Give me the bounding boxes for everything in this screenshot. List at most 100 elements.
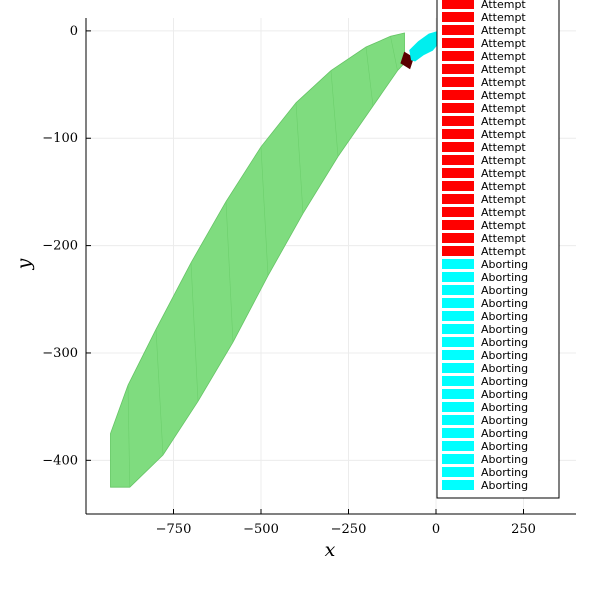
- legend-label: Aborting: [481, 440, 528, 453]
- legend-swatch: [442, 454, 474, 464]
- legend-label: Aborting: [481, 297, 528, 310]
- legend-swatch: [442, 298, 474, 308]
- band-stroke: [225, 201, 234, 343]
- legend-swatch: [442, 207, 474, 217]
- legend-label: Aborting: [481, 310, 528, 323]
- x-axis-label: x: [325, 539, 336, 561]
- legend-swatch: [442, 389, 474, 399]
- legend-swatch: [442, 415, 474, 425]
- legend-swatch: [442, 142, 474, 152]
- legend-swatch: [442, 116, 474, 126]
- series-fan-2: [409, 31, 437, 62]
- legend-label: Attempt: [481, 76, 526, 89]
- tick-labels: −750 −500 −250 0 250 0 −100 −200 −300 −400: [42, 24, 536, 537]
- legend-label: Aborting: [481, 427, 528, 440]
- legend-label: Attempt: [481, 141, 526, 154]
- y-tick-label: −200: [42, 239, 78, 254]
- legend-swatch: [442, 0, 474, 9]
- legend-swatch: [442, 363, 474, 373]
- legend-swatch: [442, 376, 474, 386]
- legend-label: Attempt: [481, 24, 526, 37]
- y-axis-label: y: [13, 258, 35, 270]
- legend-swatch: [442, 246, 474, 256]
- legend-label: Aborting: [481, 284, 528, 297]
- legend-label: Aborting: [481, 466, 528, 479]
- y-tick-label: 0: [70, 24, 78, 39]
- legend-label: Aborting: [481, 453, 528, 466]
- series-band-0: [110, 32, 405, 488]
- legend-label: Attempt: [481, 193, 526, 206]
- band-stroke: [365, 46, 374, 107]
- legend-label: Attempt: [481, 37, 526, 50]
- legend-label: Aborting: [481, 414, 528, 427]
- legend-swatch: [442, 25, 474, 35]
- legend-swatch: [442, 441, 474, 451]
- band-stroke: [330, 70, 339, 157]
- legend-swatch: [442, 181, 474, 191]
- legend-label: Aborting: [481, 349, 528, 362]
- legend-label: Attempt: [481, 89, 526, 102]
- legend-label: Aborting: [481, 401, 528, 414]
- legend-swatch: [442, 311, 474, 321]
- legend-swatch: [442, 467, 474, 477]
- legend-swatch: [442, 337, 474, 347]
- band-stroke: [190, 262, 199, 402]
- band-stroke: [390, 36, 398, 71]
- legend: AttemptAttemptAttemptAttemptAttemptAttem…: [436, 0, 560, 499]
- legend-label: Attempt: [481, 245, 526, 258]
- legend-swatch: [442, 51, 474, 61]
- legend-label: Attempt: [481, 232, 526, 245]
- band-stroke: [295, 102, 304, 214]
- legend-label: Aborting: [481, 479, 528, 492]
- legend-label: Aborting: [481, 336, 528, 349]
- legend-label: Aborting: [481, 258, 528, 271]
- x-tick-label: 250: [511, 522, 536, 537]
- legend-label: Attempt: [481, 219, 526, 232]
- legend-swatch: [442, 272, 474, 282]
- y-tick-label: −300: [42, 346, 78, 361]
- legend-swatch: [442, 103, 474, 113]
- legend-swatch: [442, 480, 474, 490]
- axes: [85, 18, 576, 515]
- legend-label: Aborting: [481, 362, 528, 375]
- legend-swatch: [442, 168, 474, 178]
- legend-label: Attempt: [481, 154, 526, 167]
- legend-swatch: [442, 350, 474, 360]
- legend-swatch: [442, 64, 474, 74]
- legend-label: Attempt: [481, 180, 526, 193]
- legend-swatch: [442, 324, 474, 334]
- legend-swatch: [442, 77, 474, 87]
- series-layer: [110, 31, 437, 488]
- legend-label: Aborting: [481, 375, 528, 388]
- band-stroke: [127, 385, 131, 488]
- x-tick-label: −750: [156, 522, 192, 537]
- legend-swatch: [442, 129, 474, 139]
- legend-label: Attempt: [481, 128, 526, 141]
- legend-label: Aborting: [481, 271, 528, 284]
- legend-swatch: [442, 285, 474, 295]
- legend-label: Attempt: [481, 167, 526, 180]
- legend-label: Attempt: [481, 0, 526, 11]
- legend-swatch: [442, 428, 474, 438]
- legend-swatch: [442, 90, 474, 100]
- legend-label: Aborting: [481, 388, 528, 401]
- legend-swatch: [442, 402, 474, 412]
- y-tick-label: −100: [42, 131, 78, 146]
- band-stroke: [260, 146, 269, 276]
- legend-swatch: [442, 259, 474, 269]
- legend-swatch: [442, 155, 474, 165]
- legend-label: Attempt: [481, 206, 526, 219]
- legend-label: Attempt: [481, 50, 526, 63]
- x-tick-label: 0: [432, 522, 440, 537]
- legend-swatch: [442, 220, 474, 230]
- legend-label: Attempt: [481, 11, 526, 24]
- legend-swatch: [442, 233, 474, 243]
- x-tick-label: −250: [331, 522, 367, 537]
- legend-label: Attempt: [481, 115, 526, 128]
- legend-label: Attempt: [481, 63, 526, 76]
- legend-swatch: [442, 38, 474, 48]
- x-tick-label: −500: [243, 522, 279, 537]
- y-tick-label: −400: [42, 453, 78, 468]
- legend-swatch: [442, 12, 474, 22]
